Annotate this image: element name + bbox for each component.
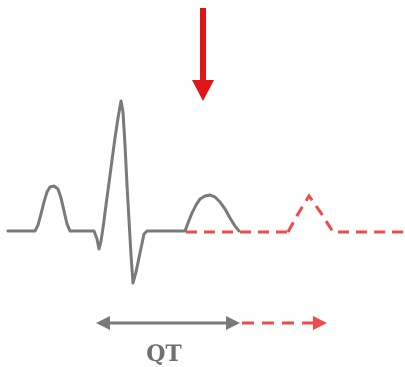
down-arrow-head [192, 80, 214, 101]
ecg-normal-trace [6, 99, 241, 285]
double-headed-arrow-icon [96, 316, 240, 330]
qt-prolonged-arrow [242, 316, 327, 330]
qt-prolonged-arrow-head [313, 316, 327, 330]
ecg-prolonged-trace [186, 193, 405, 234]
qt-arrow-left-head [96, 316, 110, 330]
qt-label: QT [146, 341, 182, 367]
down-arrow-icon [192, 8, 214, 101]
qt-arrow-right-head [226, 316, 240, 330]
prolonged-t-wave [286, 193, 405, 234]
